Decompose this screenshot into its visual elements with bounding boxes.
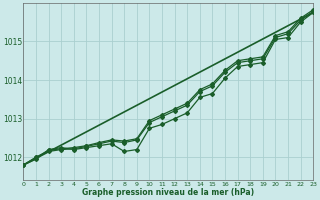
X-axis label: Graphe pression niveau de la mer (hPa): Graphe pression niveau de la mer (hPa) — [82, 188, 254, 197]
